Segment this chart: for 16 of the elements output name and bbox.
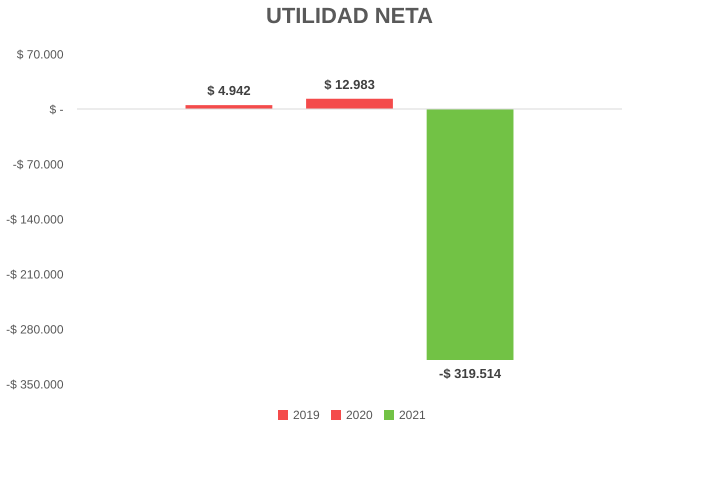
y-tick-label: -$ 140.000 bbox=[6, 212, 64, 226]
data-label: $ 4.942 bbox=[207, 83, 251, 98]
chart-title: UTILIDAD NETA bbox=[266, 3, 434, 28]
data-label: -$ 319.514 bbox=[438, 366, 502, 382]
bar bbox=[426, 109, 514, 360]
y-tick-label: -$ 210.000 bbox=[6, 268, 64, 282]
legend-label: 2019 bbox=[293, 408, 320, 422]
y-tick-label: $ - bbox=[49, 102, 64, 116]
y-tick-label: -$ 280.000 bbox=[6, 322, 64, 336]
legend-label: 2021 bbox=[399, 408, 426, 422]
bar bbox=[306, 98, 393, 109]
y-tick-label: $ 70.000 bbox=[16, 48, 64, 62]
legend-label: 2020 bbox=[346, 408, 374, 422]
data-label: $ 12.983 bbox=[324, 76, 375, 92]
y-tick-label: -$ 350.000 bbox=[6, 378, 64, 392]
y-tick-label: -$ 70.000 bbox=[12, 158, 64, 172]
